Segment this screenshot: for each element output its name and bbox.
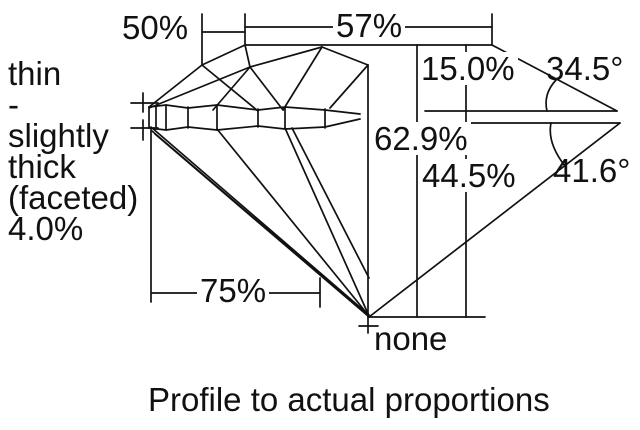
girdle-line-4: thick — [8, 148, 76, 185]
girdle-line-5: (faceted) — [8, 179, 139, 216]
label-pavilion-depth: 44.5% — [419, 159, 519, 192]
culet-mark — [358, 316, 379, 334]
pavilion-right-outline — [368, 122, 621, 318]
label-table-size: 57% — [333, 9, 406, 42]
girdle-line-3: slightly — [8, 117, 109, 154]
girdle-line-6: 4.0% — [8, 210, 84, 247]
girdle-band — [148, 104, 361, 131]
label-lower-girdle: 75% — [197, 274, 270, 307]
label-girdle-thickness: thin - slightly thick (faceted) 4.0% — [8, 55, 139, 247]
angle-arcs — [545, 79, 566, 167]
label-crown-angle: 34.5° — [546, 50, 624, 87]
label-star-length: 50% — [122, 9, 189, 46]
girdle-line-1: thin — [8, 55, 62, 92]
label-total-depth: 62.9% — [371, 122, 471, 155]
label-crown-height: 15.0% — [418, 52, 518, 85]
crown-angle-arc — [545, 79, 557, 112]
label-pavilion-angle: 41.6° — [553, 152, 631, 189]
label-culet: none — [374, 320, 448, 357]
pavilion-facet-lines — [150, 126, 370, 317]
girdle-line-2: - — [8, 86, 19, 123]
figure-caption: Profile to actual proportions — [148, 381, 550, 418]
girdle-thickness-marks — [130, 92, 159, 141]
pavilion-angle-arc — [549, 122, 566, 167]
